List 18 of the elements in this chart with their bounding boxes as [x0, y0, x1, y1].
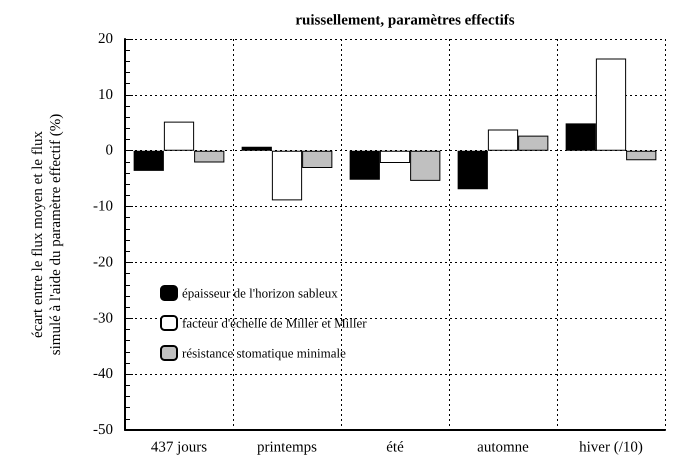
x-tick-label: printemps [257, 440, 318, 456]
legend-label: résistance stomatique minimale [182, 346, 346, 360]
y-tick-label: -40 [93, 366, 113, 382]
x-tick-label: hiver (/10) [579, 440, 643, 456]
chart-title: ruissellement, paramètres effectifs [295, 12, 515, 28]
y-tick-label: -30 [93, 310, 113, 326]
legend-label: facteur d'échelle de Miller et Miller [182, 316, 368, 330]
y-tick-label: 20 [98, 31, 113, 47]
y-tick-label: 10 [98, 86, 113, 103]
legend-label: épaisseur de l'horizon sableux [182, 286, 338, 300]
x-tick-label: automne [477, 440, 530, 456]
y-tick-label: -10 [93, 198, 113, 215]
y-axis-title: écart entre le flux moyen et le flux simulé à l'aide du paramètre effectif (%) [30, 114, 64, 356]
x-tick-label: 437 jours [150, 440, 208, 456]
y-tick-label: -20 [93, 254, 113, 270]
y-tick-label: 0 [106, 142, 113, 159]
x-tick-label: été [386, 440, 404, 456]
y-tick-label: -50 [93, 422, 113, 438]
